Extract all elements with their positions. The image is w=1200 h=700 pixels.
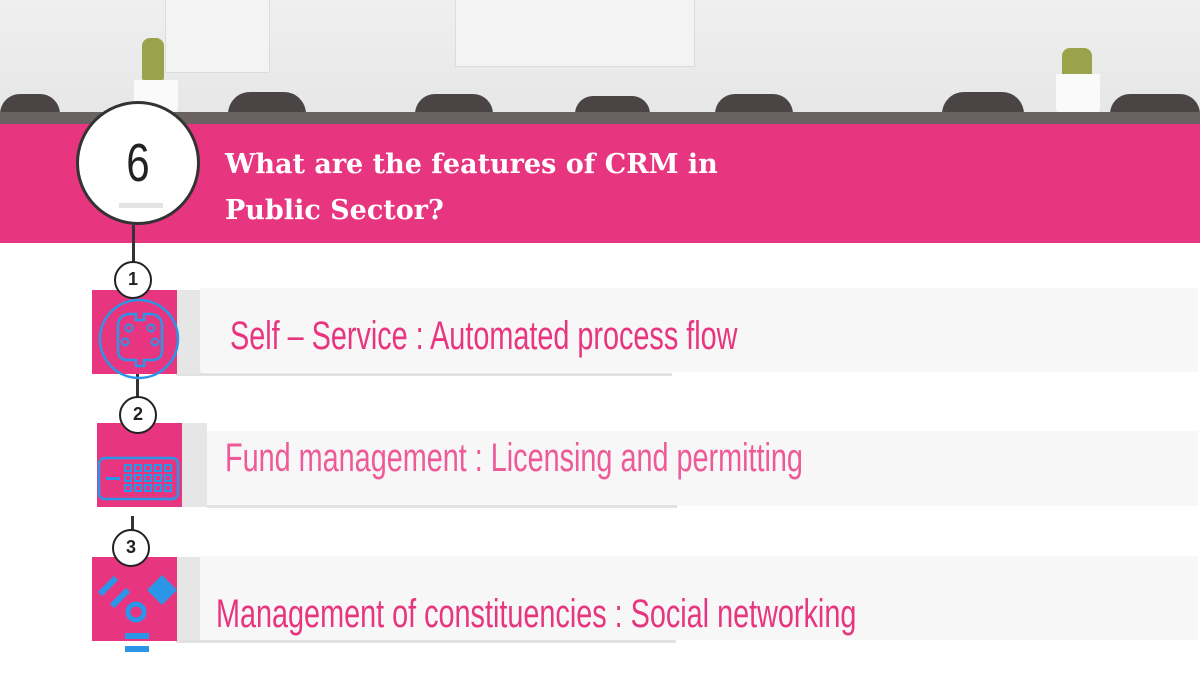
chair (415, 94, 493, 114)
feature-2-label: Fund management : Licensing and permitti… (225, 436, 803, 480)
feature-1-grey-strip (176, 290, 201, 374)
step-number: 6 (126, 133, 150, 193)
cactus (142, 38, 164, 80)
feature-2-panel (207, 431, 1198, 506)
feature-3-panel (200, 556, 1198, 640)
divider (176, 373, 672, 376)
feature-3-label: Management of constituencies : Social ne… (216, 592, 857, 636)
dvi-connector-icon (97, 456, 180, 501)
cactus (1062, 48, 1092, 76)
feature-1-number: 1 (114, 261, 152, 299)
title-line-1: What are the features of CRM in (225, 149, 718, 180)
table (0, 112, 1200, 124)
feature-2-grey-strip (182, 423, 207, 507)
chair (1110, 94, 1200, 114)
feature-3-grey-strip (176, 557, 201, 641)
connector-line (132, 225, 135, 265)
feature-3-number: 3 (112, 529, 150, 567)
feature-2-number: 2 (119, 396, 157, 434)
title-line-2: Public Sector? (225, 195, 444, 226)
plant-pot (1056, 74, 1100, 114)
chair (942, 92, 1024, 114)
step-underline (119, 203, 163, 208)
chair (715, 94, 793, 114)
divider (207, 505, 677, 508)
feature-1-panel (200, 288, 1198, 372)
whiteboard (455, 0, 695, 67)
chair (0, 94, 60, 114)
chair (575, 96, 650, 114)
connector-line (136, 374, 139, 398)
wall-poster (165, 0, 270, 73)
step-number-badge: 6 (76, 101, 200, 225)
page-title: What are the features of CRM in Public S… (225, 142, 845, 234)
feature-1-label: Self – Service : Automated process flow (230, 314, 738, 358)
s-video-connector-icon (98, 298, 180, 380)
divider (176, 640, 676, 643)
shapes-icon (97, 575, 177, 652)
header-photo (0, 0, 1200, 124)
connector-line (131, 516, 134, 532)
title-band (0, 124, 1200, 243)
chair (228, 92, 306, 114)
